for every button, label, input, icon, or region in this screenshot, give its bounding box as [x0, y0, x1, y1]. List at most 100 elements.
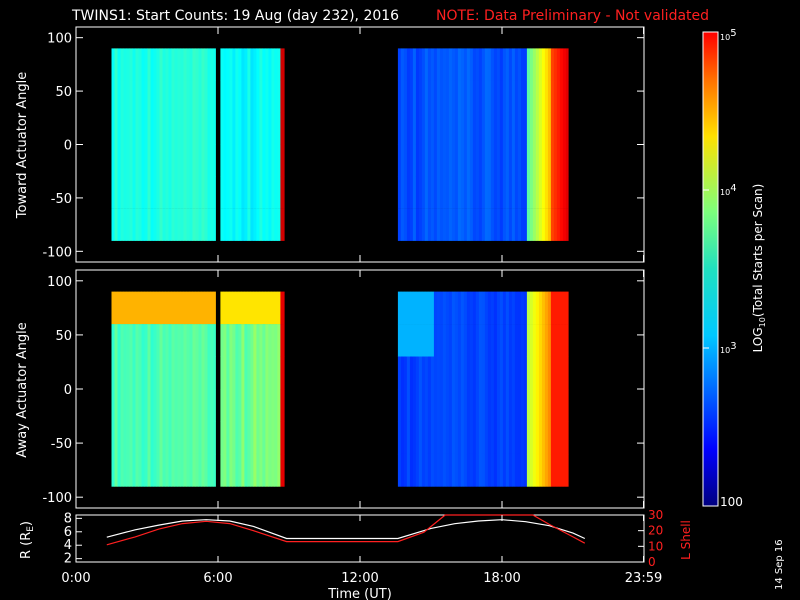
heatmap-cell: [262, 356, 266, 390]
heatmap-cell: [226, 291, 230, 325]
heatmap-cell: [156, 356, 160, 390]
heatmap-cell: [150, 144, 154, 177]
heatmap-cell: [147, 144, 151, 177]
heatmap-cell: [265, 112, 269, 145]
heatmap-cell: [129, 144, 133, 177]
heatmap-cell: [427, 291, 432, 325]
heatmap-cell: [460, 48, 465, 81]
heatmap-cell: [415, 144, 420, 177]
heatmap-cell: [421, 176, 426, 209]
heatmap-cell: [256, 453, 260, 487]
heatmap-cell: [174, 421, 178, 455]
heatmap-cell: [171, 48, 175, 81]
heatmap-cell: [129, 176, 133, 209]
heatmap-cell: [132, 453, 136, 487]
heatmap-cell: [250, 144, 254, 177]
heatmap-cell: [195, 176, 199, 209]
heatmap-cell: [538, 112, 543, 145]
heatmap-cell: [162, 80, 166, 113]
heatmap-cell: [559, 80, 564, 113]
heatmap-cell: [235, 48, 239, 81]
heatmap-cell: [523, 176, 528, 209]
heatmap-cell: [144, 356, 148, 390]
heatmap-cell: [135, 112, 139, 145]
heatmap-cell: [487, 144, 492, 177]
heatmap-cell: [268, 80, 272, 113]
chart-note: NOTE: Data Preliminary - Not validated: [436, 8, 709, 24]
heatmap-cell: [138, 453, 142, 487]
heatmap-cell: [409, 144, 414, 177]
heatmap-cell: [195, 291, 199, 325]
heatmap-cell: [490, 453, 495, 487]
heatmap-cell: [262, 80, 266, 113]
heatmap-cell: [204, 389, 208, 422]
heatmap-cell: [529, 112, 534, 145]
heatmap-cell: [550, 356, 555, 390]
heatmap-cell: [223, 421, 227, 455]
heatmap-cell: [436, 176, 441, 209]
heatmap-cell: [195, 389, 199, 422]
heatmap-cell: [114, 48, 118, 81]
heatmap-cell: [280, 389, 284, 422]
heatmap-cell: [508, 48, 513, 81]
heatmap-cell: [439, 80, 444, 113]
heatmap-cell: [448, 112, 453, 145]
heatmap-cell: [517, 356, 522, 390]
heatmap-cell: [177, 176, 181, 209]
right-y-tick-label: 20: [648, 524, 663, 538]
heatmap-cell: [168, 176, 172, 209]
heatmap-cell: [457, 208, 462, 241]
heatmap-cell: [559, 176, 564, 209]
heatmap-cell: [397, 453, 402, 487]
heatmap-cell: [514, 112, 519, 145]
heatmap-cell: [265, 324, 269, 357]
heatmap-cell: [250, 453, 254, 487]
heatmap-cell: [484, 389, 489, 422]
heatmap-cell: [168, 421, 172, 455]
heatmap-cell: [526, 144, 531, 177]
heatmap-cell: [418, 48, 423, 81]
heatmap-cell: [493, 453, 498, 487]
heatmap-cell: [466, 421, 471, 455]
heatmap-cell: [165, 453, 169, 487]
heatmap-cell: [153, 112, 157, 145]
heatmap-cell: [460, 80, 465, 113]
colorbar-label-prefix: LOG: [751, 327, 765, 352]
heatmap-cell: [138, 48, 142, 81]
heatmap-cell: [460, 389, 465, 422]
heatmap-cell: [547, 324, 552, 357]
y-tick-label: 0: [64, 383, 72, 398]
heatmap-cell: [232, 144, 236, 177]
heatmap-cell: [180, 389, 184, 422]
heatmap-cell: [397, 291, 402, 325]
heatmap-cell: [433, 291, 438, 325]
heatmap-cell: [256, 421, 260, 455]
heatmap-cell: [499, 48, 504, 81]
heatmap-cell: [280, 48, 284, 81]
heatmap-cell: [517, 144, 522, 177]
heatmap-cell: [511, 144, 516, 177]
heatmap-cell: [565, 80, 569, 113]
heatmap-cell: [565, 208, 569, 241]
heatmap-cell: [186, 291, 190, 325]
heatmap-cell: [478, 421, 483, 455]
heatmap-cell: [235, 112, 239, 145]
heatmap-cell: [541, 389, 546, 422]
heatmap-cell: [135, 421, 139, 455]
heatmap-cell: [457, 80, 462, 113]
heatmap-cell: [247, 453, 251, 487]
heatmap-cell: [400, 48, 405, 81]
heatmap-cell: [484, 80, 489, 113]
heatmap-cell: [232, 208, 236, 241]
heatmap-cell: [117, 112, 121, 145]
heatmap-cell: [171, 389, 175, 422]
heatmap-cell: [220, 48, 224, 81]
heatmap-cell: [559, 324, 564, 357]
heatmap-cell: [213, 176, 216, 209]
heatmap-cell: [511, 356, 516, 390]
heatmap-cell: [262, 421, 266, 455]
heatmap-cell: [213, 389, 216, 422]
heatmap-cell: [174, 144, 178, 177]
heatmap-cell: [415, 176, 420, 209]
heatmap-cell: [198, 144, 202, 177]
